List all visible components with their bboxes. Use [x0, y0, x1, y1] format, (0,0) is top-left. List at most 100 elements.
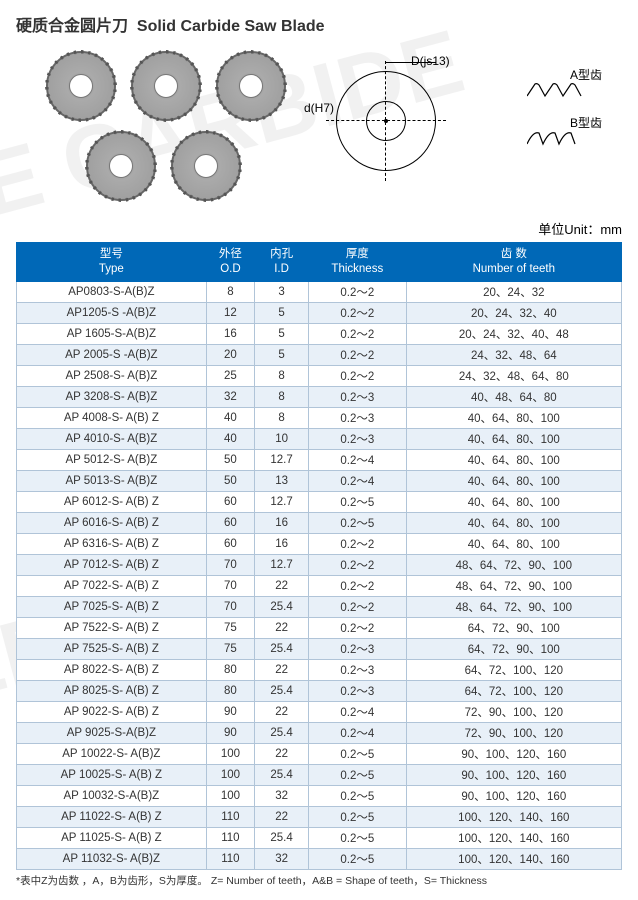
cell-thick: 0.2～2	[309, 302, 407, 323]
cell-teeth: 40、64、80、100	[406, 449, 621, 470]
table-row: AP 2508-S- A(B)Z2580.2～224、32、48、64、80	[17, 365, 622, 386]
cell-id: 22	[255, 575, 309, 596]
th-en: Number of teeth	[473, 263, 555, 275]
cell-id: 25.4	[255, 827, 309, 848]
table-row: AP 5012-S- A(B)Z5012.70.2～440、64、80、100	[17, 449, 622, 470]
cell-type: AP 6316-S- A(B) Z	[17, 533, 207, 554]
cell-thick: 0.2～3	[309, 680, 407, 701]
table-row: AP 2005-S -A(B)Z2050.2～224、32、48、64	[17, 344, 622, 365]
cell-thick: 0.2～5	[309, 827, 407, 848]
cell-teeth: 20、24、32、40、48	[406, 323, 621, 344]
col-thickness: 厚度 Thickness	[309, 243, 407, 282]
cell-id: 22	[255, 617, 309, 638]
cell-type: AP 9025-S-A(B)Z	[17, 722, 207, 743]
cell-teeth: 100、120、140、160	[406, 848, 621, 869]
cell-type: AP 7525-S- A(B) Z	[17, 638, 207, 659]
cell-od: 75	[206, 617, 254, 638]
cell-od: 90	[206, 701, 254, 722]
top-section: D(js13) d(H7) A型齿 B型齿	[16, 46, 622, 211]
title-cn: 硬质合金圆片刀	[16, 18, 128, 35]
cell-id: 8	[255, 365, 309, 386]
cell-thick: 0.2～4	[309, 722, 407, 743]
cell-id: 22	[255, 659, 309, 680]
cell-od: 32	[206, 386, 254, 407]
cell-thick: 0.2～2	[309, 365, 407, 386]
table-row: AP 6012-S- A(B) Z6012.70.2～540、64、80、100	[17, 491, 622, 512]
cell-thick: 0.2～5	[309, 848, 407, 869]
cell-od: 100	[206, 743, 254, 764]
cell-od: 110	[206, 848, 254, 869]
cell-type: AP 9022-S- A(B) Z	[17, 701, 207, 722]
cell-thick: 0.2～5	[309, 743, 407, 764]
cell-teeth: 40、64、80、100	[406, 491, 621, 512]
th-cn: 外径	[219, 248, 242, 260]
cell-type: AP 11032-S- A(B)Z	[17, 848, 207, 869]
th-en: Thickness	[331, 263, 383, 275]
cell-id: 16	[255, 533, 309, 554]
cell-teeth: 20、24、32	[406, 281, 621, 302]
cell-od: 70	[206, 554, 254, 575]
table-body: AP0803-S-A(B)Z830.2～220、24、32AP1205-S -A…	[17, 281, 622, 869]
cell-id: 13	[255, 470, 309, 491]
cell-type: AP 1605-S-A(B)Z	[17, 323, 207, 344]
table-row: AP 11025-S- A(B) Z11025.40.2～5100、120、14…	[17, 827, 622, 848]
cell-od: 100	[206, 764, 254, 785]
table-row: AP 9022-S- A(B) Z90220.2～472、90、100、120	[17, 701, 622, 722]
tooth-b-icon	[527, 129, 587, 147]
cell-teeth: 24、32、48、64	[406, 344, 621, 365]
cell-type: AP1205-S -A(B)Z	[17, 302, 207, 323]
cell-id: 8	[255, 386, 309, 407]
cell-thick: 0.2～5	[309, 491, 407, 512]
cell-type: AP 7012-S- A(B) Z	[17, 554, 207, 575]
cell-thick: 0.2～5	[309, 764, 407, 785]
table-row: AP 7522-S- A(B) Z75220.2～264、72、90、100	[17, 617, 622, 638]
cell-type: AP 7522-S- A(B) Z	[17, 617, 207, 638]
cell-thick: 0.2～3	[309, 386, 407, 407]
table-row: AP0803-S-A(B)Z830.2～220、24、32	[17, 281, 622, 302]
cell-od: 8	[206, 281, 254, 302]
cell-teeth: 100、120、140、160	[406, 806, 621, 827]
cell-id: 16	[255, 512, 309, 533]
th-en: O.D	[220, 263, 240, 275]
cell-type: AP0803-S-A(B)Z	[17, 281, 207, 302]
cell-od: 25	[206, 365, 254, 386]
cell-teeth: 90、100、120、160	[406, 785, 621, 806]
cell-id: 12.7	[255, 491, 309, 512]
cell-type: AP 2508-S- A(B)Z	[17, 365, 207, 386]
cell-od: 16	[206, 323, 254, 344]
cell-od: 70	[206, 596, 254, 617]
cell-od: 80	[206, 659, 254, 680]
cell-od: 90	[206, 722, 254, 743]
cell-id: 10	[255, 428, 309, 449]
cell-od: 20	[206, 344, 254, 365]
cell-type: AP 10025-S- A(B) Z	[17, 764, 207, 785]
th-cn: 厚度	[346, 248, 369, 260]
cell-type: AP 4010-S- A(B)Z	[17, 428, 207, 449]
cell-id: 22	[255, 806, 309, 827]
cell-type: AP 5012-S- A(B)Z	[17, 449, 207, 470]
footnote: *表中Z为齿数 ，A，B为齿形，S为厚度。 Z= Number of teeth…	[16, 873, 622, 888]
cell-teeth: 64、72、90、100	[406, 638, 621, 659]
table-row: AP 11022-S- A(B) Z110220.2～5100、120、140、…	[17, 806, 622, 827]
cell-type: AP 8022-S- A(B) Z	[17, 659, 207, 680]
th-cn: 齿 数	[501, 248, 527, 260]
blade-image	[86, 131, 156, 201]
table-row: AP 7022-S- A(B) Z70220.2～248、64、72、90、10…	[17, 575, 622, 596]
col-type: 型号Type	[17, 243, 207, 282]
cell-teeth: 40、48、64、80	[406, 386, 621, 407]
cell-teeth: 40、64、80、100	[406, 533, 621, 554]
cell-id: 8	[255, 407, 309, 428]
table-row: AP 4010-S- A(B)Z40100.2～340、64、80、100	[17, 428, 622, 449]
cell-thick: 0.2～2	[309, 344, 407, 365]
crosshair-v	[385, 61, 386, 181]
cell-teeth: 48、64、72、90、100	[406, 575, 621, 596]
cell-type: AP 11022-S- A(B) Z	[17, 806, 207, 827]
blade-image	[46, 51, 116, 121]
table-row: AP 6016-S- A(B) Z60160.2～540、64、80、100	[17, 512, 622, 533]
cell-id: 25.4	[255, 596, 309, 617]
cell-od: 60	[206, 512, 254, 533]
cell-teeth: 40、64、80、100	[406, 470, 621, 491]
cell-od: 60	[206, 533, 254, 554]
cell-od: 110	[206, 806, 254, 827]
table-row: AP 6316-S- A(B) Z60160.2～240、64、80、100	[17, 533, 622, 554]
